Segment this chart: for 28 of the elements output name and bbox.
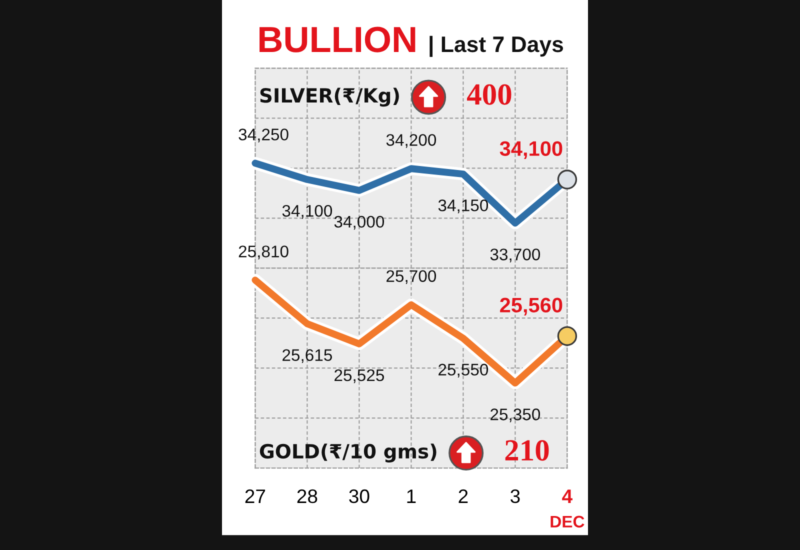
x-tick-label: 1: [407, 490, 416, 503]
x-tick-label: 28: [297, 489, 318, 504]
x-tick-label: 3: [510, 489, 520, 504]
chart-subtitle: | Last 7 Days: [430, 36, 564, 57]
data-label: 25,550: [438, 364, 488, 378]
chart-title: BULLION: [260, 26, 416, 52]
data-label: 25,525: [334, 369, 384, 384]
data-label: 34,250: [238, 128, 288, 142]
x-tick-label: 30: [349, 489, 370, 504]
text: GOLD(₹/10 gms): [260, 444, 436, 463]
data-label: 34,100: [282, 204, 332, 219]
data-label: 34,200: [386, 134, 436, 148]
x-tick-label: 27: [245, 489, 266, 503]
x-tick-label: 4: [562, 490, 573, 503]
data-label: 34,100: [500, 141, 562, 159]
data-label: 25,560: [500, 298, 562, 316]
data-label: 33,700: [490, 248, 540, 262]
data-label: 34,000: [334, 216, 384, 230]
text: DEC: [550, 516, 584, 528]
text: SILVER(₹/Kg): [260, 88, 399, 107]
text: 210: [505, 440, 549, 461]
data-label: 25,810: [238, 246, 288, 260]
data-label: 25,700: [386, 270, 436, 284]
data-label: 34,150: [438, 200, 488, 214]
x-tick-label: 2: [458, 489, 468, 503]
data-label: 25,615: [282, 349, 332, 363]
data-label: 25,350: [490, 408, 540, 422]
text: 400: [466, 84, 512, 105]
